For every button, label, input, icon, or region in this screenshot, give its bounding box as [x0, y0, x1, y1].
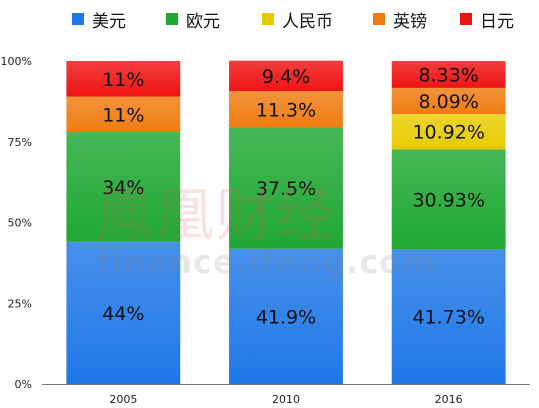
data-label-cny-2016: 10.92% [412, 122, 484, 144]
data-label-jpy-2016: 8.33% [418, 64, 478, 86]
bar-segment-eur-2005 [66, 132, 181, 242]
data-label-usd-2016: 41.73% [412, 307, 484, 329]
bar-segment-jpy-2010 [229, 60, 343, 92]
data-label-eur-2010: 37.5% [256, 178, 316, 200]
data-label-eur-2016: 30.93% [412, 189, 484, 211]
bar-segment-usd-2010 [229, 248, 343, 384]
legend-label-jpy: 日元 [480, 11, 514, 32]
data-label-jpy-2005: 11% [102, 69, 144, 91]
legend-item-cny: 人民币 [262, 8, 333, 32]
legend-label-cny: 人民币 [282, 11, 333, 32]
bar-segment-jpy-2005 [66, 61, 181, 97]
legend-swatch-eur [166, 13, 178, 25]
legend-item-jpy: 日元 [460, 8, 514, 32]
y-tick-label: 25% [8, 297, 32, 310]
y-tick-label: 0% [15, 378, 32, 391]
bar-segment-gbp-2005 [66, 96, 181, 133]
data-label-gbp-2016: 8.09% [418, 91, 478, 113]
legend-item-eur: 欧元 [166, 8, 220, 32]
y-tick-label: 75% [8, 136, 32, 149]
legend-swatch-gbp [373, 13, 385, 25]
data-label-jpy-2010: 9.4% [262, 66, 310, 88]
legend-item-usd: 美元 [72, 8, 126, 32]
legend: 美元 欧元 人民币 英镑 日元 [0, 0, 539, 40]
bar-segment-gbp-2016 [391, 87, 506, 115]
y-tick-label: 50% [8, 217, 32, 230]
legend-swatch-cny [262, 13, 274, 25]
bar-segment-usd-2005 [66, 241, 181, 384]
data-label-eur-2005: 34% [102, 177, 144, 199]
data-label-gbp-2005: 11% [102, 104, 144, 126]
x-tick-label: 2005 [109, 393, 137, 406]
data-label-usd-2010: 41.9% [256, 306, 316, 328]
x-tick-label: 2010 [272, 393, 300, 406]
bar-segment-jpy-2016 [391, 61, 506, 88]
legend-label-eur: 欧元 [186, 11, 220, 32]
bar-segment-eur-2010 [229, 127, 343, 249]
legend-item-gbp: 英镑 [373, 8, 427, 32]
bar-segment-gbp-2010 [229, 91, 343, 128]
data-label-usd-2005: 44% [102, 303, 144, 325]
bar-segment-eur-2016 [391, 149, 506, 250]
y-tick-label: 100% [1, 55, 32, 68]
legend-swatch-usd [72, 13, 84, 25]
x-tick-label: 2016 [435, 393, 463, 406]
data-label-gbp-2010: 11.3% [256, 99, 316, 121]
legend-swatch-jpy [460, 13, 472, 25]
bar-segment-cny-2016 [391, 114, 506, 150]
legend-label-usd: 美元 [92, 11, 126, 32]
legend-label-gbp: 英镑 [393, 11, 427, 32]
bar-segment-usd-2016 [391, 249, 506, 384]
